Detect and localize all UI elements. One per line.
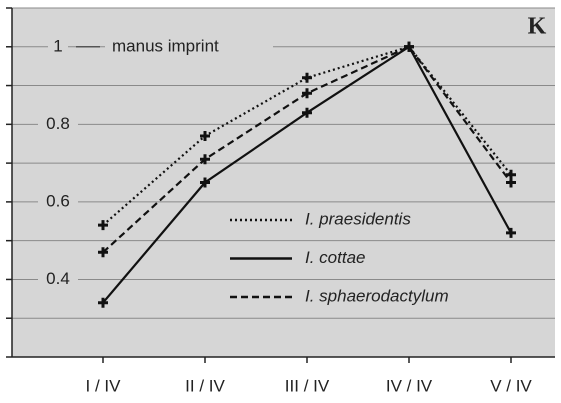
marker	[506, 227, 516, 238]
marker	[302, 107, 312, 118]
legend-label: I. praesidentis	[305, 209, 411, 228]
series-line	[102, 45, 512, 226]
panel-label: K	[528, 14, 547, 40]
legend-label: I. sphaerodactylum	[305, 286, 449, 305]
y-tick-label: 1	[53, 36, 62, 55]
y-tick-label: 0.6	[46, 191, 70, 210]
legend-label: I. cottae	[305, 248, 365, 267]
x-tick-label: III / IV	[285, 376, 330, 395]
marker	[506, 177, 516, 188]
marker	[200, 130, 210, 141]
marker	[200, 154, 210, 165]
label-background	[38, 113, 78, 136]
x-tick-label: IV / IV	[386, 376, 433, 395]
label-background	[105, 35, 273, 58]
x-tick-label: II / IV	[185, 376, 225, 395]
annotation: manus imprint	[112, 36, 219, 55]
y-tick-label: 0.8	[46, 114, 70, 133]
marker	[98, 220, 108, 231]
marker	[200, 177, 210, 188]
marker	[98, 247, 108, 258]
y-tick-label: 0.4	[46, 269, 70, 288]
label-background	[38, 268, 78, 291]
label-background	[48, 35, 68, 58]
marker	[302, 88, 312, 99]
label-background	[38, 190, 78, 213]
x-tick-label: I / IV	[86, 376, 122, 395]
marker	[404, 41, 414, 52]
x-tick-label: V / IV	[490, 376, 532, 395]
marker	[302, 72, 312, 83]
legend-background	[225, 207, 545, 233]
marker	[98, 297, 108, 308]
